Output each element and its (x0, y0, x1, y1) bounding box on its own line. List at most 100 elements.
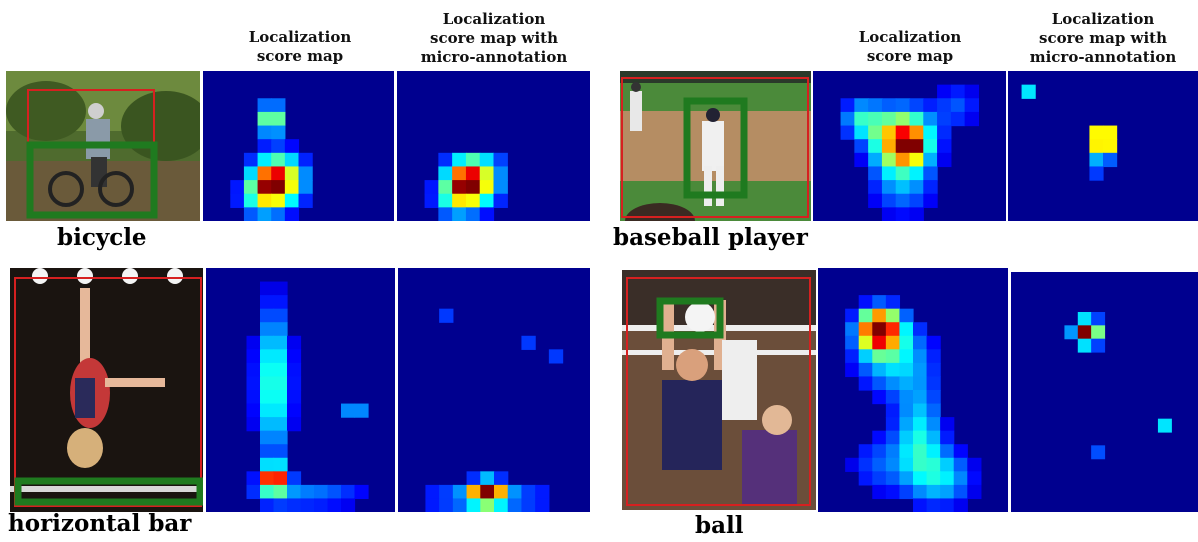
heat-cell (273, 376, 288, 391)
heat-cell (885, 484, 901, 500)
heat-cell (438, 152, 453, 168)
micro-annotation-box (26, 141, 158, 219)
heat-cell (257, 111, 272, 127)
heat-cell (466, 498, 481, 512)
photo-baseball-player (620, 71, 811, 221)
heat-cell (287, 417, 302, 432)
heat-cell (909, 98, 924, 113)
heat-cell (940, 430, 955, 445)
heat-cell (950, 111, 966, 127)
heat-cell (881, 193, 897, 208)
heat-cell (940, 444, 955, 459)
heat-cell (298, 180, 313, 195)
heat-cell (230, 180, 245, 195)
heat-cell (271, 193, 286, 208)
heat-cell (273, 417, 288, 432)
heat-cell (271, 111, 286, 127)
heat-cell (872, 335, 887, 350)
heat-cell (913, 403, 928, 418)
heat-cell (479, 166, 495, 181)
heat-cell (899, 349, 914, 364)
score-map-micro-bicycle (397, 71, 590, 221)
heat-cell (872, 308, 887, 323)
heat-cell (868, 139, 883, 154)
heat-cell (535, 484, 550, 500)
heat-cell (243, 180, 259, 195)
heat-cell (895, 125, 911, 140)
heat-cell (872, 390, 887, 405)
heat-cell (913, 417, 928, 432)
heat-cell (230, 193, 245, 208)
score-map-micro-ball (1011, 272, 1198, 512)
heat-cell (1103, 139, 1118, 154)
score-map-ball (818, 268, 1008, 512)
heat-cell (899, 417, 914, 432)
heat-cell (273, 390, 288, 405)
photo-ball (622, 270, 816, 510)
heat-cell (1091, 338, 1106, 353)
micro-annotation-box (14, 477, 203, 506)
heat-cell (885, 390, 901, 405)
heat-cell (940, 471, 955, 486)
score-map-bicycle (203, 71, 394, 221)
score-map-micro-baseball-player (1008, 71, 1198, 221)
heat-cell (452, 166, 467, 181)
heat-cell (858, 322, 873, 337)
heat-cell (494, 484, 509, 500)
heat-cell (926, 417, 941, 432)
heat-cell (287, 376, 302, 391)
heat-cell (845, 322, 860, 337)
heat-cell (284, 139, 300, 154)
heat-cell (840, 98, 855, 113)
heat-cell (953, 484, 968, 500)
heat-cell (260, 390, 275, 405)
heat-cell (287, 349, 302, 364)
heat-cell (964, 98, 980, 113)
heat-cell (273, 403, 288, 418)
heat-cell (354, 403, 369, 418)
heat-cell (881, 207, 897, 221)
heat-cell (926, 457, 941, 472)
photo-bicycle (6, 71, 200, 221)
heat-cell (1091, 445, 1106, 460)
heat-cell (872, 484, 887, 500)
heat-cell (271, 166, 286, 181)
heat-cell (953, 498, 968, 512)
heat-cell (885, 444, 901, 459)
heat-cell (548, 349, 564, 364)
heat-cell (452, 152, 467, 168)
heat-cell (466, 484, 481, 500)
heat-cell (885, 430, 901, 445)
ground-truth-box (621, 77, 809, 218)
heat-cell (260, 335, 275, 350)
heat-cell (425, 484, 440, 500)
heat-cell (1064, 325, 1079, 340)
heat-cell (913, 376, 928, 391)
heat-cell (923, 180, 938, 195)
heat-cell (1077, 312, 1092, 326)
heat-cell (284, 152, 300, 168)
heat-cell (1089, 139, 1104, 154)
heat-cell (284, 193, 300, 208)
heat-cell (452, 207, 467, 221)
heat-cell (885, 457, 901, 472)
heat-cell (909, 111, 924, 127)
micro-annotation-box (683, 97, 748, 199)
heat-cell (845, 362, 860, 378)
heat-cell (424, 180, 439, 195)
heat-cell (273, 281, 288, 296)
heat-cell (881, 125, 897, 140)
gymnast-scene (10, 268, 203, 512)
heat-cell (300, 498, 315, 512)
heat-cell (872, 430, 887, 445)
score-map-micro-horizontal-bar (398, 268, 590, 512)
heat-cell (1077, 325, 1092, 340)
heat-cell (858, 376, 873, 391)
heat-cell (868, 125, 883, 140)
heat-cell (854, 152, 869, 168)
heat-cell (967, 484, 982, 500)
caption-baseball-player: baseball player (613, 224, 808, 251)
heat-cell (872, 362, 887, 378)
heat-cell (341, 403, 356, 418)
heat-cell (909, 125, 924, 140)
